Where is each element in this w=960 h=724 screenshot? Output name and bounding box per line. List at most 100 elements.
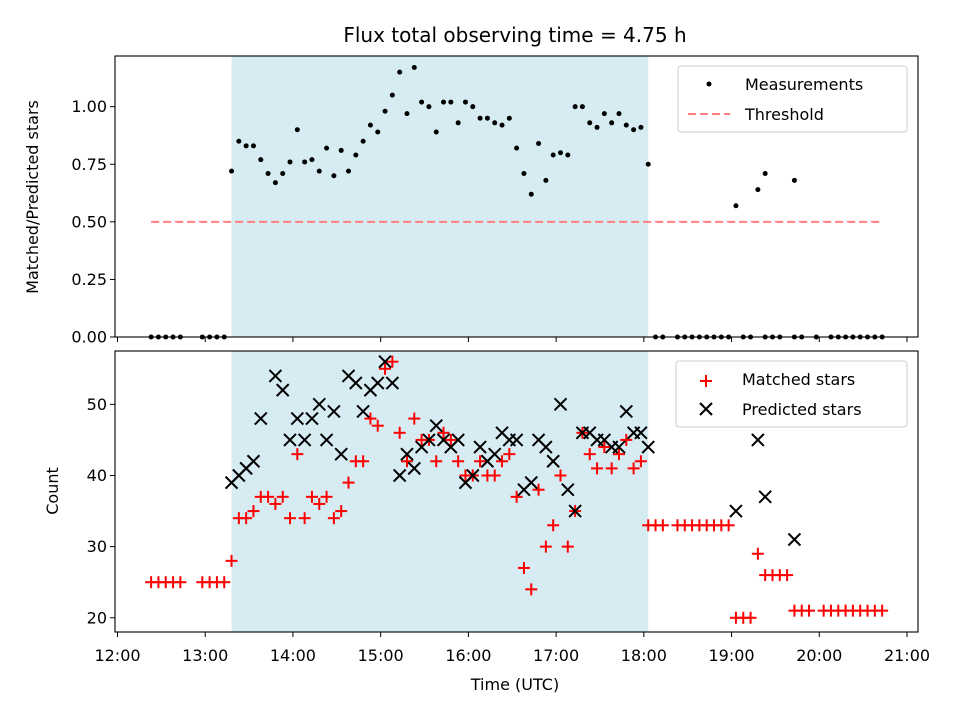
- predicted-stars-point: [758, 490, 772, 504]
- predicted-stars-point: [546, 454, 560, 468]
- predicted-stars-point: [568, 504, 582, 518]
- measurement-point: [280, 170, 286, 176]
- x-tick-label: 13:00: [182, 646, 228, 665]
- predicted-stars-point: [400, 447, 414, 461]
- predicted-stars-point: [297, 433, 312, 447]
- matched-stars-point: [539, 540, 552, 553]
- predicted-stars-point: [429, 418, 443, 433]
- predicted-stars-point: [422, 433, 436, 447]
- measurement-point: [462, 99, 468, 105]
- measurement-point: [455, 120, 461, 126]
- top-y-axis-label: Matched/Predicted stars: [23, 100, 42, 294]
- measurement-point: [601, 111, 607, 117]
- predicted-stars-point: [385, 376, 400, 390]
- predicted-stars-point: [751, 433, 765, 447]
- matched-stars-point: [408, 412, 421, 425]
- y-tick-label: 20: [87, 608, 107, 627]
- matched-stars-point: [305, 490, 318, 503]
- predicted-stars-point: [524, 475, 538, 490]
- predicted-stars-point: [349, 376, 363, 390]
- matched-stars-point: [503, 448, 516, 461]
- matched-stars-point: [247, 505, 260, 518]
- measurement-point: [441, 99, 447, 105]
- matched-stars-point: [313, 497, 326, 510]
- matched-stars-point: [276, 490, 289, 503]
- matched-stars-point: [598, 441, 611, 454]
- measurement-point: [499, 122, 505, 128]
- measurement-point: [250, 143, 256, 149]
- measurement-point: [411, 65, 417, 71]
- measurement-point: [638, 124, 644, 130]
- matched-stars-point: [605, 462, 618, 475]
- measurement-point: [302, 159, 308, 165]
- measurement-point: [389, 92, 395, 98]
- measurement-point: [521, 170, 527, 176]
- matched-stars-point: [335, 505, 348, 518]
- measurement-point: [229, 168, 235, 174]
- predicted-stars-point: [612, 440, 626, 454]
- matched-stars-point: [722, 519, 735, 532]
- bottom-plot-frame: [114, 350, 919, 633]
- measurement-point: [338, 147, 344, 153]
- measurement-point: [382, 108, 388, 114]
- legend-matched-label: Matched stars: [742, 370, 855, 389]
- measurement-point: [557, 150, 563, 156]
- matched-stars-point: [634, 455, 647, 468]
- bottom-panel: 20 30 40 50 12:00 13:00 14:00 15:00 16:00 17:00 1…: [43, 350, 930, 694]
- measurement-point: [492, 120, 498, 126]
- measurement-point: [755, 187, 761, 193]
- predicted-stars-point: [619, 404, 633, 419]
- matched-stars-point: [561, 540, 574, 553]
- matched-stars-point: [364, 412, 377, 425]
- predicted-stars-point: [254, 411, 268, 426]
- matched-stars-point: [320, 490, 333, 503]
- predicted-stars-point: [641, 440, 655, 454]
- matched-stars-point: [525, 583, 538, 596]
- measurement-point: [623, 122, 629, 128]
- predicted-stars-point: [553, 397, 568, 412]
- predicted-stars-point: [327, 404, 341, 419]
- measurement-point: [616, 111, 622, 117]
- matched-stars-point: [262, 490, 275, 503]
- measurement-point: [243, 143, 249, 149]
- x-tick-label: 18:00: [621, 646, 667, 665]
- matched-stars-point: [291, 448, 304, 461]
- matched-stars-point: [547, 519, 560, 532]
- legend-measurements-label: Measurements: [745, 75, 863, 94]
- measurement-point: [397, 69, 403, 75]
- matched-stars-point: [400, 455, 413, 468]
- top-legend: Measurements Threshold: [677, 65, 908, 133]
- matched-stars-point: [357, 455, 370, 468]
- measurement-point: [331, 173, 337, 179]
- legend-threshold-label: Threshold: [744, 105, 824, 124]
- matched-stars-point: [517, 561, 530, 574]
- measurement-point: [791, 177, 797, 183]
- x-axis-label: Time (UTC): [470, 675, 559, 694]
- y-tick-label: 0.00: [71, 328, 107, 347]
- predicted-stars-point: [290, 411, 305, 426]
- x-tick-label: 21:00: [884, 646, 930, 665]
- x-tick-label: 15:00: [358, 646, 404, 665]
- matched-stars-point: [218, 576, 231, 589]
- measurement-point: [294, 127, 300, 133]
- measurement-point: [287, 159, 293, 165]
- measurement-point: [448, 99, 454, 105]
- measurement-point: [419, 99, 425, 105]
- predicted-stars-point: [334, 447, 348, 461]
- measurement-point: [506, 115, 512, 121]
- matched-stars-point: [444, 433, 457, 446]
- matched-stars-point: [298, 512, 311, 525]
- measurement-point: [324, 145, 330, 151]
- predicted-stars-point: [268, 369, 283, 383]
- measurement-point: [404, 111, 410, 117]
- matched-stars-point: [583, 448, 596, 461]
- predicted-stars-point: [378, 354, 392, 369]
- matched-stars-point: [371, 419, 384, 432]
- legend-predicted-label: Predicted stars: [742, 400, 862, 419]
- bottom-observing-window-shade: [231, 351, 649, 632]
- matched-stars-point: [876, 604, 889, 617]
- predicted-stars-point: [392, 468, 407, 483]
- matched-stars-point: [327, 512, 340, 525]
- predicted-stars-point: [407, 461, 422, 476]
- predicted-stars-point: [451, 433, 465, 447]
